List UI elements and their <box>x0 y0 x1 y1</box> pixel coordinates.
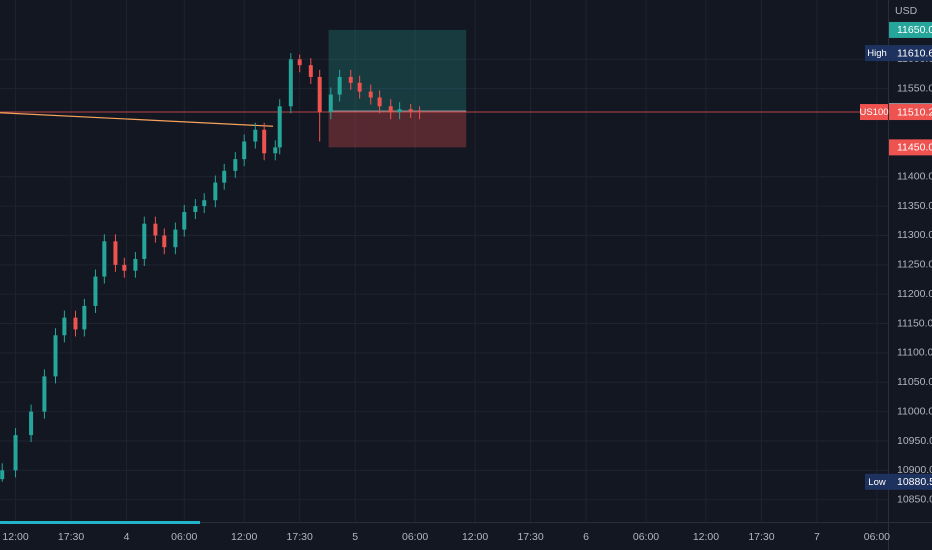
candle-body <box>297 59 302 66</box>
candle-body <box>0 470 5 480</box>
x-tick-label: 12:00 <box>231 531 257 543</box>
candle-body <box>202 200 207 207</box>
symbol-label: US100 <box>859 107 888 118</box>
candle-body <box>273 147 278 154</box>
candle-body <box>357 82 362 92</box>
y-tick-label: 11300.0 <box>897 229 932 241</box>
x-tick-label: 6 <box>583 531 589 543</box>
last-price-label: 11510.2 <box>897 106 932 118</box>
stop-box <box>889 139 932 156</box>
candle-body <box>368 91 373 98</box>
candle-body <box>288 59 293 107</box>
candle-body <box>162 235 167 248</box>
candle-body <box>113 241 118 265</box>
profit-zone <box>328 29 467 111</box>
candle-body <box>233 159 238 171</box>
high_marker-name-box <box>865 45 889 62</box>
x-tick-label: 12:00 <box>693 531 719 543</box>
y-tick-label: 10900.0 <box>897 464 932 476</box>
candle-body <box>317 76 322 113</box>
y-tick-label: 11550.0 <box>897 82 932 94</box>
x-tick-label: 17:30 <box>517 531 543 543</box>
candle-body <box>53 335 58 377</box>
x-tick-label: 12:00 <box>2 531 28 543</box>
low_marker-name-box <box>865 473 889 490</box>
x-tick-label: 06:00 <box>864 531 890 543</box>
candle-body <box>142 223 147 259</box>
target-label: 11650.0 <box>897 24 932 36</box>
candle-body <box>388 106 393 113</box>
candle-body <box>93 276 98 306</box>
candle-body <box>308 65 313 77</box>
candle-body <box>242 141 247 160</box>
candle-body <box>182 211 187 230</box>
candle-body <box>253 129 258 142</box>
stop-label: 11450.0 <box>897 142 932 154</box>
x-tick-label: 06:00 <box>171 531 197 543</box>
y-tick-label: 11350.0 <box>897 200 932 212</box>
high_marker-value: 11610.6 <box>897 47 932 59</box>
low_marker-name: Low <box>868 477 886 488</box>
candle-body <box>408 109 413 111</box>
low_marker-value-box <box>889 473 932 490</box>
y-tick-label: 11000.0 <box>897 405 932 417</box>
x-tick-label: 06:00 <box>633 531 659 543</box>
y-tick-label: 11050.0 <box>897 376 932 388</box>
x-tick-label: 4 <box>124 531 130 543</box>
y-tick-label: 10950.0 <box>897 435 932 447</box>
x-tick-label: 17:30 <box>58 531 84 543</box>
y-tick-label: 11200.0 <box>897 288 932 300</box>
high_marker-name: High <box>867 48 887 59</box>
last-price-box <box>889 104 932 121</box>
x-tick-label: 17:30 <box>748 531 774 543</box>
candle-body <box>73 317 78 330</box>
y-tick-label: 11100.0 <box>897 347 932 359</box>
target-box <box>889 21 932 38</box>
candle-body <box>42 376 47 412</box>
candle-body <box>102 241 107 277</box>
symbol-box <box>860 104 888 121</box>
y-tick-label: 11250.0 <box>897 259 932 271</box>
candle-body <box>328 94 333 113</box>
y-tick-label: 11400.0 <box>897 171 932 183</box>
trendline <box>0 112 274 127</box>
x-tick-label: 7 <box>814 531 820 543</box>
x-tick-label: 5 <box>352 531 358 543</box>
candle-body <box>337 76 342 95</box>
currency-unit: USD <box>895 5 918 17</box>
scroll-indicator <box>0 521 200 524</box>
candle-body <box>213 182 218 201</box>
candle-body <box>348 76 353 83</box>
candle-body <box>133 258 138 271</box>
candle-body <box>29 411 34 436</box>
candle-body <box>153 223 158 236</box>
candle-body <box>277 106 282 148</box>
candle-body <box>122 264 127 271</box>
candle-body <box>193 206 198 212</box>
candle-body <box>377 97 382 107</box>
candle-body <box>173 229 178 248</box>
x-tick-label: 12:00 <box>462 531 488 543</box>
y-tick-label: 10850.0 <box>897 493 932 505</box>
candle-body <box>62 317 67 336</box>
x-tick-label: 17:30 <box>287 531 313 543</box>
candle-body <box>13 435 18 471</box>
y-tick-label: 11150.0 <box>897 317 932 329</box>
x-tick-label: 06:00 <box>402 531 428 543</box>
high_marker-value-box <box>889 45 932 62</box>
candle-body <box>417 110 422 113</box>
candle-body <box>262 129 267 154</box>
candle-body <box>397 109 402 113</box>
loss-zone <box>328 110 467 148</box>
candle-body <box>82 305 87 330</box>
low_marker-value: 10880.5 <box>897 476 932 488</box>
candle-body <box>222 170 227 183</box>
